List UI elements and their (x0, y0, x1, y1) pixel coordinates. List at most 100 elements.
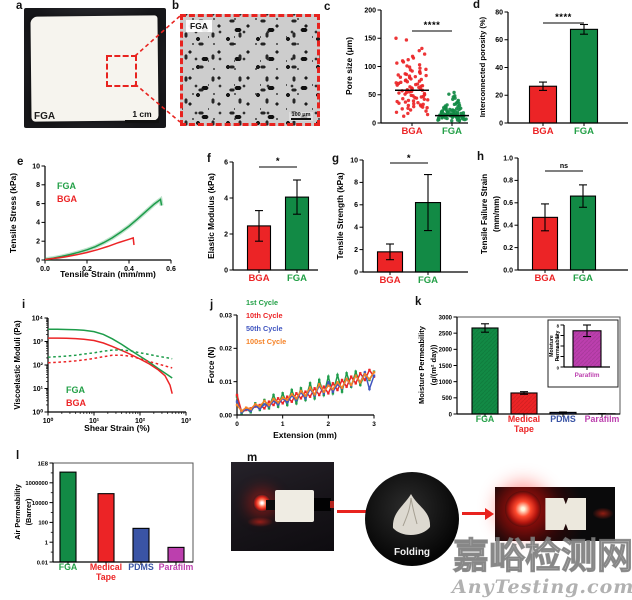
scale-label-b: 100 μm (291, 112, 311, 118)
arrow-right-2 (462, 507, 494, 520)
svg-text:0.4: 0.4 (503, 223, 513, 230)
svg-text:40: 40 (495, 65, 503, 72)
svg-text:Air Permeability: Air Permeability (13, 483, 22, 540)
svg-text:1500: 1500 (439, 364, 453, 370)
svg-text:60: 60 (495, 37, 503, 44)
svg-text:10000: 10000 (32, 501, 48, 507)
panel-c-chart: 0 50 100 150 200 BGA FGA Pore size (μm) **** (344, 7, 469, 137)
svg-text:0.01: 0.01 (37, 560, 49, 566)
panel-f-chart: 0 2 4 6 BGA FGA Elastic Modulus (kPa) * (206, 156, 318, 284)
red-wire-glow (593, 507, 613, 520)
svg-text:BGA: BGA (534, 273, 555, 284)
svg-text:4: 4 (354, 225, 358, 232)
svg-text:1E8: 1E8 (38, 461, 49, 467)
svg-text:10²: 10² (135, 418, 146, 425)
svg-text:BGA: BGA (248, 273, 269, 284)
svg-text:Moisture: Moisture (549, 335, 555, 357)
panel-e-chart: 0 2 4 6 8 10 0.0 0.2 0.4 0.6 Tensile Strain (mm/mm… (8, 163, 176, 279)
svg-text:FGA: FGA (442, 126, 462, 137)
led-glow-after (504, 491, 541, 528)
svg-text:1: 1 (45, 541, 49, 547)
svg-text:FGA: FGA (418, 275, 438, 286)
scale-bar-a: 1 cm (125, 109, 159, 123)
panel-letter-m: m (247, 452, 258, 464)
svg-text:0.2: 0.2 (82, 266, 92, 273)
panel-letter-l: l (16, 450, 20, 462)
svg-text:Force (N): Force (N) (206, 347, 216, 384)
panel-letter-i: i (22, 299, 26, 311)
svg-text:0.02: 0.02 (219, 346, 232, 353)
sample-label-a: FGA (34, 111, 56, 122)
panel-k_inset-chart: 0 2 4 6 8 Parafilm Moisture Permeability (547, 319, 619, 388)
svg-text:PDMS: PDMS (128, 562, 154, 572)
svg-text:Moisture Permeability: Moisture Permeability (417, 325, 426, 404)
panel-letter-e: e (17, 156, 24, 168)
folded-film-shape (392, 494, 431, 536)
panel-letter-c: c (324, 1, 331, 13)
svg-text:Parafilm: Parafilm (585, 414, 620, 424)
panel-letter-a: a (16, 0, 23, 12)
svg-text:10⁰: 10⁰ (43, 417, 54, 425)
photo-folded-sample: Folding (365, 472, 459, 566)
scale-bar-line-a (125, 120, 159, 123)
svg-text:100: 100 (364, 64, 376, 71)
svg-text:10th Cycle: 10th Cycle (246, 311, 283, 320)
svg-text:*: * (276, 156, 280, 167)
svg-text:2500: 2500 (439, 331, 453, 337)
svg-text:Parafilm: Parafilm (575, 372, 600, 379)
svg-text:150: 150 (364, 36, 376, 43)
panel-letter-k: k (415, 296, 422, 308)
svg-text:10: 10 (32, 163, 40, 170)
svg-text:80: 80 (495, 9, 503, 16)
scale-label-a: 1 cm (132, 109, 152, 119)
svg-text:1000: 1000 (439, 380, 453, 386)
svg-text:1st Cycle: 1st Cycle (246, 298, 278, 307)
scale-bar-b: 100 μm (289, 112, 313, 121)
svg-text:3: 3 (372, 421, 376, 428)
svg-text:Tensile Strength (kPa): Tensile Strength (kPa) (335, 172, 345, 259)
scale-bar-line-b (291, 118, 311, 120)
svg-text:FGA: FGA (59, 562, 78, 572)
svg-text:BGA: BGA (532, 126, 553, 137)
svg-text:50: 50 (368, 92, 376, 99)
svg-text:8: 8 (36, 182, 40, 189)
svg-text:(mm/mm): (mm/mm) (492, 196, 501, 232)
panel-letter-f: f (207, 153, 211, 165)
svg-text:6: 6 (557, 334, 560, 339)
svg-text:Shear Strain (%): Shear Strain (%) (84, 423, 150, 433)
sem-micrograph: FGA 100 μm (180, 14, 320, 126)
svg-text:200: 200 (364, 7, 376, 14)
svg-text:8: 8 (354, 180, 358, 187)
svg-text:FGA: FGA (573, 273, 593, 284)
svg-text:0.00: 0.00 (219, 412, 232, 419)
svg-text:2: 2 (354, 247, 358, 254)
svg-text:0.8: 0.8 (503, 178, 513, 185)
svg-text:0.4: 0.4 (124, 266, 134, 273)
svg-text:1.0: 1.0 (503, 155, 513, 162)
svg-text:Permeability: Permeability (555, 330, 561, 361)
panel-j-chart: 0.00 0.01 0.02 0.03 0 1 2 3 Extension (mm) Force … (206, 298, 376, 440)
svg-text:6: 6 (224, 159, 228, 166)
svg-text:0: 0 (449, 412, 453, 418)
svg-text:Viscoelastic Moduli (Pa): Viscoelastic Moduli (Pa) (13, 320, 22, 410)
svg-text:10: 10 (350, 157, 358, 164)
svg-text:PDMS: PDMS (550, 414, 576, 424)
svg-text:Tensile Stress (kPa): Tensile Stress (kPa) (8, 173, 18, 253)
watermark: 嘉峪检测网 AnyTesting.com (452, 536, 632, 598)
watermark-en: AnyTesting.com (452, 575, 632, 598)
svg-text:4: 4 (557, 344, 560, 349)
svg-text:Extension (mm): Extension (mm) (273, 430, 337, 440)
svg-text:10³: 10³ (33, 339, 44, 346)
svg-text:Interconnected porosity (%): Interconnected porosity (%) (478, 16, 487, 117)
svg-text:FGA: FGA (287, 273, 307, 284)
svg-text:BGA: BGA (379, 275, 400, 286)
svg-text:10²: 10² (33, 362, 44, 369)
red-wire-tip (329, 501, 334, 509)
svg-text:2000: 2000 (439, 348, 453, 354)
svg-text:1: 1 (281, 421, 285, 428)
fga-film-sample (30, 15, 159, 122)
svg-text:ns: ns (560, 163, 568, 170)
